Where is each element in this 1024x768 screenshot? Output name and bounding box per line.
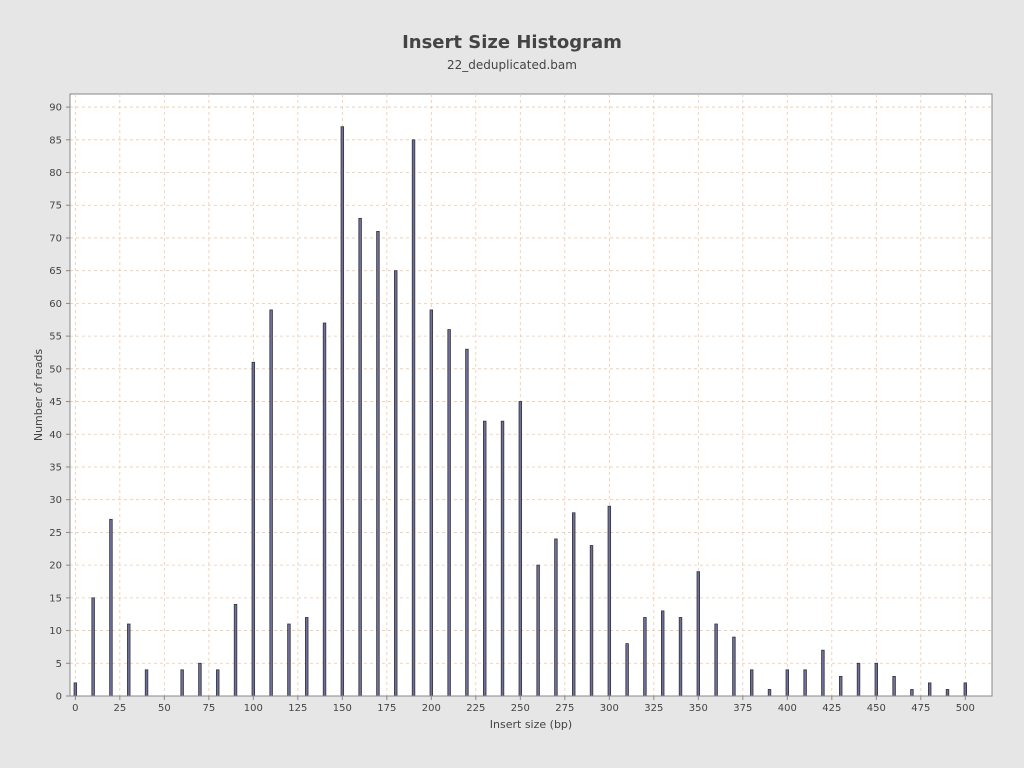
y-tick-label: 30 [49,495,62,506]
x-tick-label: 425 [822,703,841,714]
histogram-bar [305,617,309,697]
x-tick-label: 125 [288,703,307,714]
y-tick-label: 70 [49,233,62,244]
y-tick-label: 20 [49,561,62,572]
histogram-bar [233,603,238,697]
histogram-bar [856,662,861,697]
x-tick-label: 450 [867,703,886,714]
x-tick-label: 175 [377,703,396,714]
histogram-bar [963,682,967,697]
histogram-bar [429,309,434,697]
x-tick-label: 25 [113,703,126,714]
y-tick-label: 85 [49,135,62,146]
y-tick-label: 15 [49,593,62,604]
histogram-bar [643,617,647,697]
x-tick-label: 275 [555,703,574,714]
y-tick-label: 55 [49,332,62,343]
x-tick-label: 375 [733,703,752,714]
y-tick-label: 90 [49,103,62,114]
x-axis-ticks: 0 25 50 75 100 125 150 175 200 225 250 275 300 325 350… [72,696,975,714]
histogram-bar [696,571,701,697]
histogram-bar [358,217,362,697]
x-axis-label: Insert size (bp) [490,718,572,731]
histogram-bar [518,401,523,697]
y-axis-label: Number of reads [32,349,45,442]
x-tick-label: 300 [600,703,619,714]
histogram-bar [144,669,149,697]
chart-title: Insert Size Histogram [402,32,622,53]
y-tick-label: 45 [49,397,62,408]
histogram-bar [411,139,416,697]
histogram-bar [928,682,932,697]
histogram-bar [251,361,256,697]
histogram-bar [572,512,576,697]
y-tick-label: 0 [56,692,62,703]
histogram-bar [821,649,825,697]
y-axis-ticks: 0 5 10 15 20 25 30 35 40 45 50 55 60 65 70 75 80 85 90 [49,103,70,703]
histogram-bar [785,669,790,697]
x-tick-label: 400 [778,703,797,714]
y-tick-label: 75 [49,201,62,212]
y-tick-label: 65 [49,266,62,277]
histogram-bar [127,623,131,697]
histogram-bar [732,636,736,697]
histogram-bar [714,623,718,697]
x-tick-label: 225 [466,703,485,714]
histogram-bar [180,669,184,697]
chart-subtitle: 22_deduplicated.bam [447,58,577,72]
histogram-bar [589,545,594,697]
x-tick-label: 0 [72,703,78,714]
histogram-bar [198,662,202,697]
x-tick-label: 475 [911,703,930,714]
histogram-bar [892,675,896,697]
histogram-bar [322,322,327,697]
histogram-bar [216,669,220,697]
x-tick-label: 500 [956,703,975,714]
plot-area [69,93,993,697]
histogram-bar [376,231,380,697]
x-tick-label: 325 [644,703,663,714]
x-tick-label: 50 [158,703,171,714]
histogram-bar [750,669,754,697]
histogram-bar [394,270,398,697]
histogram-bar [340,126,345,697]
histogram-bar [661,610,665,697]
y-tick-label: 5 [56,659,62,670]
histogram-bar [874,662,879,697]
histogram-bar [803,669,807,697]
x-tick-label: 200 [422,703,441,714]
histogram-bar [839,675,843,697]
bars [73,126,967,697]
histogram-bar [625,643,629,697]
histogram-bar [73,682,78,697]
x-tick-label: 75 [202,703,215,714]
y-tick-label: 50 [49,364,62,375]
y-tick-label: 25 [49,528,62,539]
x-tick-label: 100 [244,703,263,714]
histogram-bar [767,689,772,697]
histogram-bar [536,564,540,697]
histogram-bar [287,623,291,697]
histogram-bar [109,518,113,697]
y-tick-label: 80 [49,168,62,179]
histogram-bar [945,689,950,697]
histogram-bar [91,597,95,697]
histogram-bar [554,538,558,697]
histogram-bar [465,348,469,697]
histogram-bar [910,689,914,697]
x-tick-label: 250 [511,703,530,714]
histogram-bar [447,329,451,697]
x-tick-label: 150 [333,703,352,714]
y-tick-label: 35 [49,462,62,473]
histogram-bar [483,420,487,697]
y-tick-label: 40 [49,430,62,441]
x-tick-label: 350 [689,703,708,714]
y-tick-label: 60 [49,299,62,310]
histogram-bar [678,617,683,697]
histogram-bar [269,309,273,697]
histogram-bar [607,505,612,697]
y-tick-label: 10 [49,626,62,637]
histogram-bar [500,420,505,697]
